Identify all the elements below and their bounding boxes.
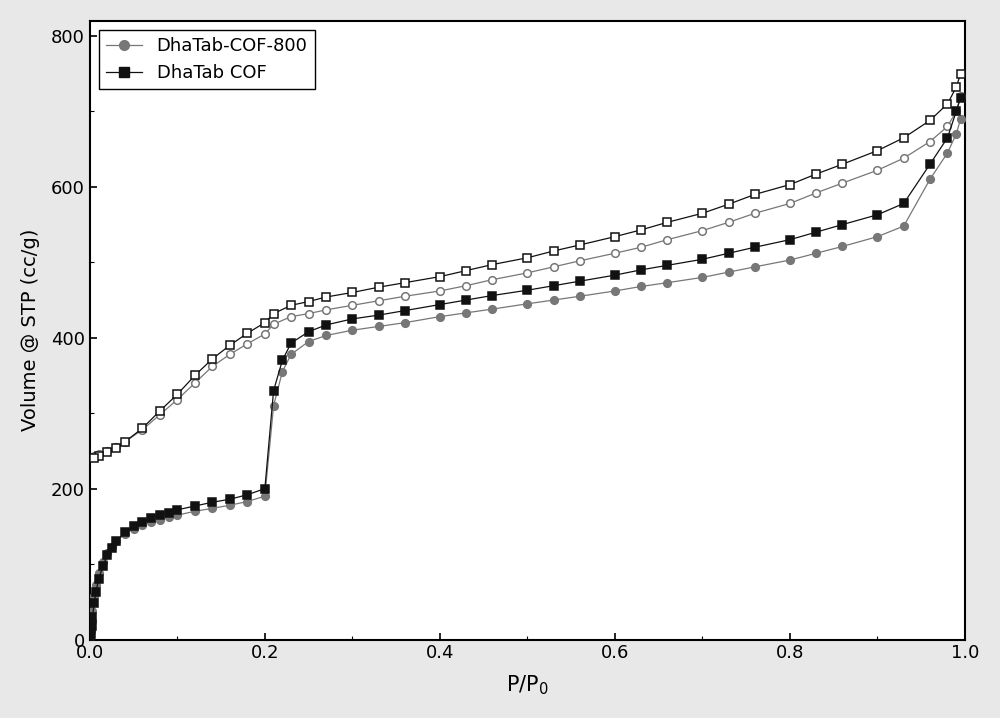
X-axis label: P/P$_0$: P/P$_0$: [506, 673, 549, 697]
Legend: DhaTab-COF-800, DhaTab COF: DhaTab-COF-800, DhaTab COF: [99, 30, 315, 89]
Y-axis label: Volume @ STP (cc/g): Volume @ STP (cc/g): [21, 229, 40, 432]
